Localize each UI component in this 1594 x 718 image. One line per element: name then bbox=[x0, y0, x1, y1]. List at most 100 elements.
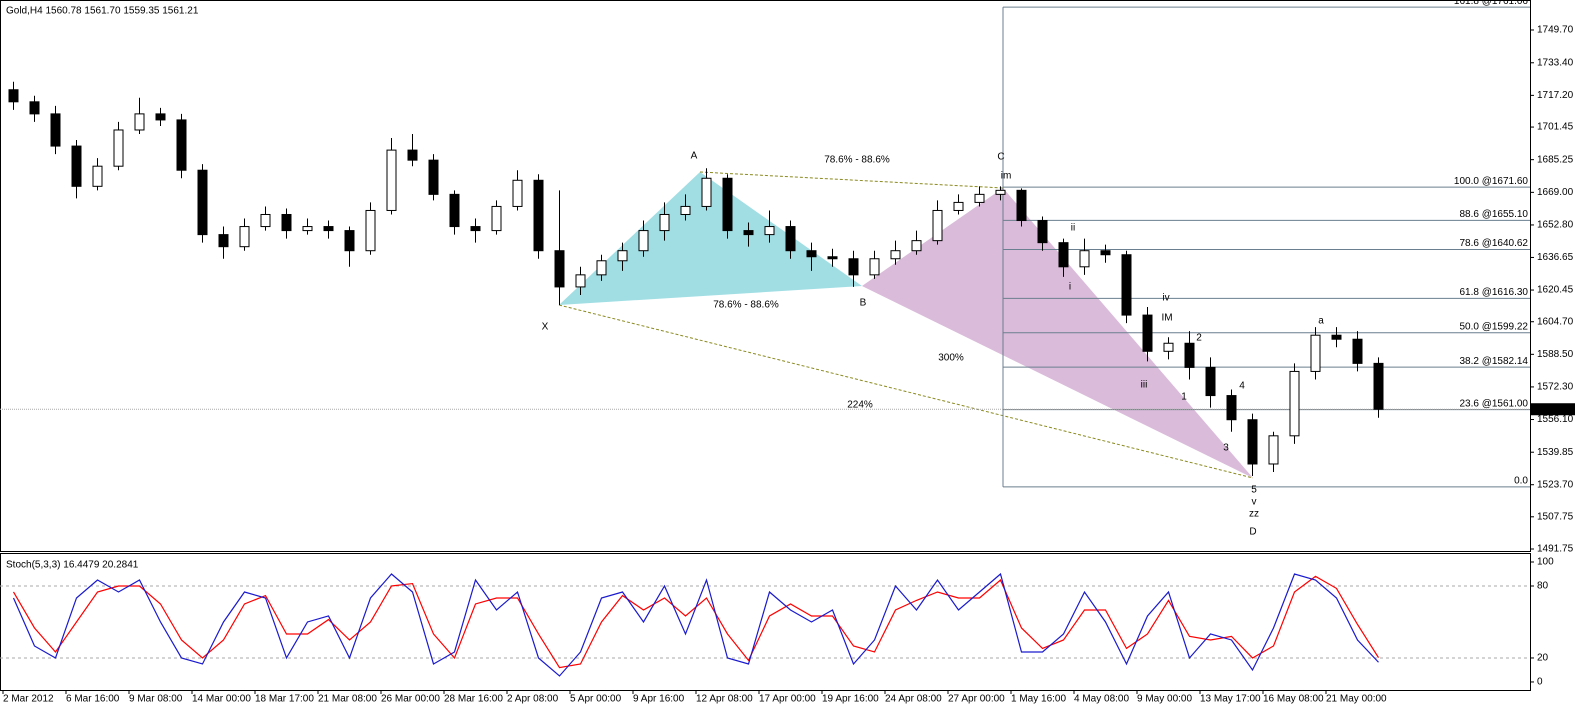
candle-body bbox=[1226, 395, 1237, 421]
candle-body bbox=[218, 234, 229, 248]
y-tick-label: 1717.20 bbox=[1537, 90, 1574, 101]
candle-body bbox=[197, 169, 208, 236]
candle-body bbox=[1079, 250, 1090, 268]
candle-body bbox=[533, 179, 544, 252]
wave-label: zz bbox=[1249, 509, 1259, 520]
y-tick-label: 1733.40 bbox=[1537, 57, 1574, 68]
fib-label: 88.6 @1655.10 bbox=[1459, 209, 1528, 220]
candle-body bbox=[743, 230, 754, 236]
candle-body bbox=[701, 177, 712, 207]
candle-body bbox=[134, 113, 145, 131]
candle-body bbox=[848, 258, 859, 276]
pattern-ac bbox=[699, 171, 1004, 189]
x-tick-label: 2 Mar 2012 bbox=[3, 694, 54, 705]
x-tick-label: 21 Mar 08:00 bbox=[318, 694, 377, 705]
x-tick-label: 21 May 00:00 bbox=[1326, 694, 1387, 705]
x-tick-label: 26 Mar 00:00 bbox=[381, 694, 440, 705]
wave-label: a bbox=[1318, 316, 1324, 327]
candle-body bbox=[617, 250, 628, 262]
candle-body bbox=[239, 226, 250, 248]
indicator-title: Stoch(5,3,3) 16.4479 20.2841 bbox=[6, 560, 139, 571]
stoch-pane bbox=[0, 553, 1531, 691]
candle-body bbox=[1373, 362, 1384, 410]
x-tick-label: 28 Mar 16:00 bbox=[444, 694, 503, 705]
y-tick-label: 1685.25 bbox=[1537, 154, 1574, 165]
candle-body bbox=[932, 209, 943, 242]
pattern-point: A bbox=[691, 151, 698, 162]
chart-title: Gold,H4 1560.78 1561.70 1559.35 1561.21 bbox=[6, 6, 199, 17]
candle-body bbox=[659, 213, 670, 232]
ratio-label: 224% bbox=[847, 400, 873, 411]
candle-body bbox=[764, 226, 775, 236]
candle-body bbox=[806, 250, 817, 258]
candle-body bbox=[827, 256, 838, 260]
pattern-point: C bbox=[997, 152, 1004, 163]
pattern-point: B bbox=[860, 298, 867, 309]
candle-body bbox=[596, 260, 607, 276]
wave-label: 4 bbox=[1239, 381, 1245, 392]
x-tick-label: 18 Mar 17:00 bbox=[255, 694, 314, 705]
candle-body bbox=[302, 226, 313, 232]
candle-body bbox=[911, 240, 922, 252]
x-tick-label: 17 Apr 00:00 bbox=[759, 694, 816, 705]
candle-body bbox=[155, 113, 166, 121]
wave-label: iii bbox=[1141, 380, 1148, 391]
x-tick-label: 9 Mar 08:00 bbox=[129, 694, 183, 705]
x-tick-label: 12 Apr 08:00 bbox=[696, 694, 753, 705]
candle-body bbox=[260, 213, 271, 228]
candle-body bbox=[638, 230, 649, 252]
pattern-xab bbox=[559, 172, 862, 305]
candle-body bbox=[8, 89, 19, 103]
x-tick-label: 27 Apr 00:00 bbox=[948, 694, 1005, 705]
wave-label: 5 bbox=[1251, 485, 1257, 496]
candle-body bbox=[386, 149, 397, 211]
candle-body bbox=[323, 226, 334, 232]
fib-label: 50.0 @1599.22 bbox=[1459, 321, 1528, 332]
pattern-xd bbox=[558, 304, 1254, 479]
candle-body bbox=[680, 205, 691, 215]
fib-label: 161.8 @1761.06 bbox=[1454, 0, 1529, 7]
candle-body bbox=[722, 177, 733, 232]
x-tick-label: 2 Apr 08:00 bbox=[507, 694, 559, 705]
wave-label: ii bbox=[1071, 223, 1075, 234]
wave-label: iv bbox=[1162, 293, 1169, 304]
y-tick-label: 1523.70 bbox=[1537, 479, 1574, 490]
candle-body bbox=[71, 145, 82, 187]
y-tick-label: 1749.70 bbox=[1537, 25, 1574, 36]
candle-body bbox=[1058, 242, 1069, 268]
wave-label: 2 bbox=[1196, 333, 1202, 344]
wave-label: im bbox=[1001, 171, 1012, 182]
y-tick-label: 1669.00 bbox=[1537, 187, 1574, 198]
ratio-label: 78.6% - 88.6% bbox=[713, 300, 779, 311]
y-tick-label: 100 bbox=[1537, 557, 1554, 568]
x-tick-label: 24 Apr 08:00 bbox=[885, 694, 942, 705]
y-tick-label: 20 bbox=[1537, 653, 1549, 664]
candle-body bbox=[869, 258, 880, 276]
x-tick-label: 14 Mar 00:00 bbox=[192, 694, 251, 705]
candle-body bbox=[113, 129, 124, 167]
candle-body bbox=[785, 226, 796, 252]
fib-label: 100.0 @1671.60 bbox=[1454, 176, 1529, 187]
candle-body bbox=[953, 201, 964, 211]
candle-body bbox=[449, 193, 460, 228]
x-tick-label: 1 May 16:00 bbox=[1011, 694, 1066, 705]
y-tick-label: 1588.50 bbox=[1537, 349, 1574, 360]
x-tick-label: 6 Mar 16:00 bbox=[66, 694, 120, 705]
y-tick-label: 1652.80 bbox=[1537, 220, 1574, 231]
candle-body bbox=[1352, 338, 1363, 364]
candle-body bbox=[1289, 370, 1300, 437]
x-tick-label: 5 Apr 00:00 bbox=[570, 694, 622, 705]
x-tick-label: 9 May 00:00 bbox=[1137, 694, 1192, 705]
candle-body bbox=[365, 209, 376, 252]
candle-body bbox=[974, 193, 985, 203]
candle-body bbox=[1331, 334, 1342, 340]
candle-body bbox=[1205, 366, 1216, 397]
y-tick-label: 1636.65 bbox=[1537, 252, 1574, 263]
pattern-point: D bbox=[1249, 527, 1256, 538]
x-tick-label: 16 May 08:00 bbox=[1263, 694, 1324, 705]
candle-body bbox=[470, 226, 481, 232]
x-tick-label: 9 Apr 16:00 bbox=[633, 694, 685, 705]
stoch-line bbox=[12, 572, 1379, 677]
x-tick-label: 4 May 08:00 bbox=[1074, 694, 1129, 705]
